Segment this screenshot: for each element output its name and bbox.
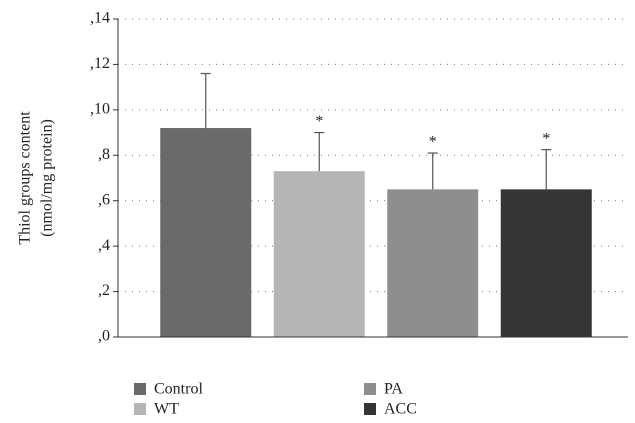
- legend-swatch: [134, 403, 146, 415]
- bar: [273, 171, 365, 337]
- y-tick-label: ,4: [98, 237, 110, 254]
- legend-label: ACC: [384, 401, 417, 418]
- y-tick-label: ,14: [90, 10, 110, 27]
- significance-mark: *: [315, 113, 323, 130]
- bar: [160, 128, 252, 337]
- y-tick-label: ,12: [90, 55, 110, 72]
- significance-mark: *: [429, 134, 437, 151]
- y-tick-label: ,2: [98, 282, 110, 299]
- y-tick-label: ,10: [90, 101, 110, 118]
- significance-mark: *: [542, 130, 550, 147]
- legend-swatch: [364, 383, 376, 395]
- legend-label: WT: [154, 401, 179, 418]
- y-tick-label: ,6: [98, 191, 110, 208]
- y-tick-label: ,8: [98, 146, 110, 163]
- legend-swatch: [364, 403, 376, 415]
- y-axis-label: (nmol/mg protein): [39, 119, 56, 237]
- legend-label: Control: [154, 381, 203, 398]
- bar: [500, 189, 592, 337]
- bar: [387, 189, 479, 337]
- y-axis-label: Thiol groups content: [17, 111, 34, 245]
- legend-label: PA: [384, 381, 403, 398]
- y-tick-label: ,0: [98, 328, 110, 345]
- legend-swatch: [134, 383, 146, 395]
